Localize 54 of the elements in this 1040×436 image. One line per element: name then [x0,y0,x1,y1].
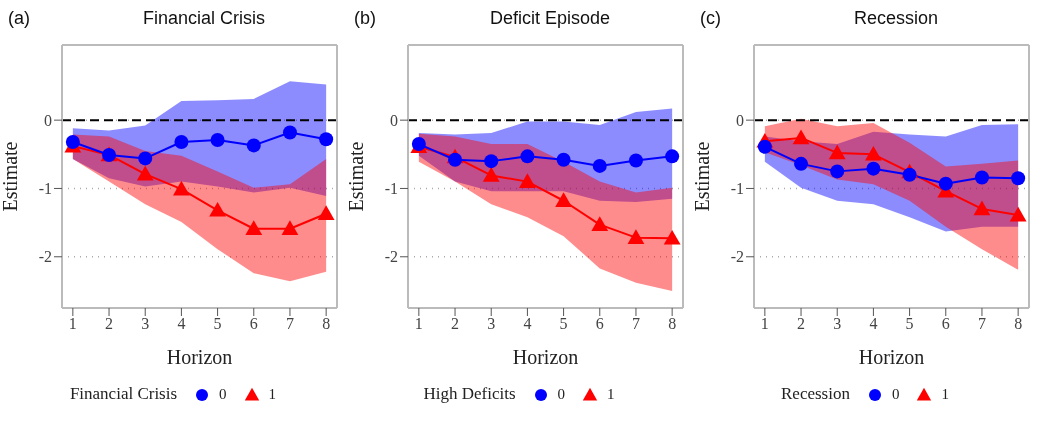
x-tick-label: 8 [668,315,677,333]
x-tick-label: 5 [905,315,914,333]
y-axis-title: Estimate [345,141,368,212]
x-axis-title: Horizon [512,346,579,368]
y-tick-label: 0 [44,111,52,129]
y-tick-label: -2 [38,248,52,266]
legend-label: 1 [607,385,615,403]
chart-title: Financial Crisis [142,8,266,29]
x-tick-label: 6 [595,315,604,333]
y-tick-label: -1 [384,180,398,198]
legend-label: 0 [557,385,566,403]
x-tick-label: 5 [559,315,568,333]
x-tick-label: 3 [487,315,496,333]
x-tick-label: 7 [977,315,986,333]
x-axis-title: Horizon [858,346,925,368]
x-tick-label: 7 [285,315,294,333]
legend-title: High Deficits [423,384,516,404]
text: (c) [700,8,721,29]
y-tick-label: -1 [730,180,744,198]
x-tick-label: 1 [414,315,423,333]
y-tick-label: -1 [38,180,52,198]
y-tick-label: 0 [390,111,398,129]
y-axis-title: Estimate [0,141,22,212]
x-tick-label: 1 [760,315,769,333]
y-tick-label: -2 [730,248,744,266]
x-tick-label: 4 [523,315,532,333]
x-tick-label: 2 [797,315,806,333]
x-tick-label: 8 [322,315,331,333]
x-tick-label: 4 [869,315,878,333]
chart-title: Recession [852,8,939,29]
legend-label: 0 [891,385,900,403]
chart-title: Deficit Episode [488,8,612,29]
x-tick-label: 8 [1014,315,1023,333]
x-tick-label: 4 [177,315,186,333]
x-tick-label: 1 [68,315,77,333]
x-tick-label: 5 [213,315,222,333]
y-axis-title: Estimate [691,141,714,212]
x-tick-label: 3 [141,315,150,333]
x-tick-label: 3 [833,315,842,333]
legend-label: 0 [219,385,227,403]
x-tick-label: 7 [631,315,640,333]
legend-label: 1 [268,385,277,403]
x-tick-label: 2 [105,315,114,333]
x-axis-title: Horizon [166,346,233,368]
y-tick-label: -2 [384,248,398,266]
x-tick-label: 6 [941,315,950,333]
x-tick-label: 2 [451,315,460,333]
legend-label: 1 [941,385,949,403]
text: (a) [8,8,30,29]
y-tick-label: 0 [736,111,744,129]
legend-title: Recession [781,384,850,404]
legend-title: Financial Crisis [69,384,178,404]
x-tick-label: 6 [249,315,258,333]
text: (b) [354,8,376,29]
